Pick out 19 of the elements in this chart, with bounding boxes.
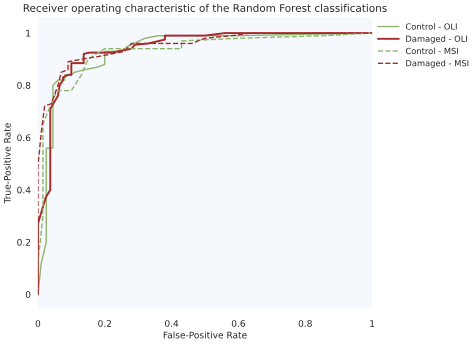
- legend-label: Control - OLI: [406, 23, 457, 30]
- y-tick-label: 0: [26, 291, 30, 298]
- x-tick-label: 0: [36, 320, 40, 327]
- y-tick-label: 0.8: [17, 82, 30, 89]
- x-tick-label: 0.4: [165, 320, 178, 327]
- y-tick-label: 0.6: [17, 134, 30, 142]
- y-tick-label: 0.4: [17, 186, 30, 194]
- x-axis-title: False-Positive Rate: [164, 331, 247, 338]
- x-tick-label: 0.8: [298, 320, 312, 327]
- legend-label: Control - MSI: [406, 48, 458, 54]
- y-tick-label: 1: [26, 30, 30, 36]
- legend-label: Damaged - MSI: [406, 60, 468, 68]
- legend-label: Damaged - OLI: [406, 35, 468, 44]
- chart-title: Receiver operating characteristic of the Random Forest classifications: [24, 4, 387, 14]
- x-tick-label: 0.2: [98, 320, 112, 327]
- x-tick-label: 1: [370, 320, 374, 327]
- y-tick-label: 0.2: [17, 238, 30, 246]
- y-axis-title: True-Positive Rate: [4, 123, 11, 204]
- x-tick-label: 0.6: [232, 320, 246, 327]
